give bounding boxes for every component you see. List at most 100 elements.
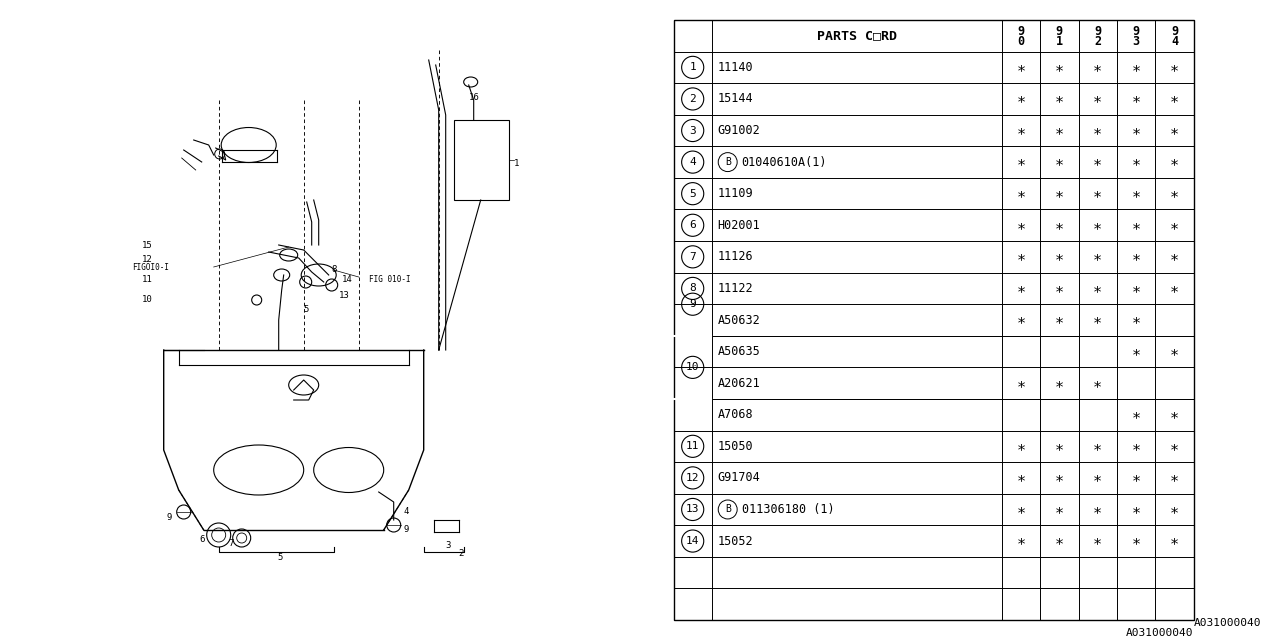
Text: ∗: ∗ xyxy=(1132,123,1140,138)
Text: ∗: ∗ xyxy=(1132,470,1140,485)
Text: ∗: ∗ xyxy=(1093,92,1102,106)
Text: 7: 7 xyxy=(690,252,696,262)
Text: ∗: ∗ xyxy=(1016,155,1025,170)
Text: 14: 14 xyxy=(686,536,699,546)
Text: ∗: ∗ xyxy=(1016,123,1025,138)
Text: ∗: ∗ xyxy=(1132,344,1140,359)
Text: 4: 4 xyxy=(690,157,696,167)
Text: ∗: ∗ xyxy=(1016,376,1025,390)
Text: 2: 2 xyxy=(458,548,465,557)
Text: B: B xyxy=(724,504,731,515)
Text: 11: 11 xyxy=(686,442,699,451)
Text: ∗: ∗ xyxy=(1055,534,1064,548)
Text: 13: 13 xyxy=(339,291,349,300)
Text: 16: 16 xyxy=(468,93,480,102)
Text: 5: 5 xyxy=(278,554,283,563)
Text: 15052: 15052 xyxy=(718,534,754,548)
Text: 3: 3 xyxy=(690,125,696,136)
Text: ∗: ∗ xyxy=(1055,281,1064,296)
Text: ∗: ∗ xyxy=(1170,502,1179,517)
Text: 2: 2 xyxy=(690,94,696,104)
Text: ∗: ∗ xyxy=(1055,502,1064,517)
Text: ∗: ∗ xyxy=(1132,312,1140,328)
Text: 11: 11 xyxy=(142,275,152,285)
Text: ∗: ∗ xyxy=(1055,123,1064,138)
Text: 9: 9 xyxy=(1094,24,1101,38)
Text: 9: 9 xyxy=(1171,24,1178,38)
Text: ∗: ∗ xyxy=(1170,250,1179,264)
Text: ∗: ∗ xyxy=(1016,92,1025,106)
Text: 3: 3 xyxy=(445,541,451,550)
Text: ∗: ∗ xyxy=(1170,155,1179,170)
Text: ∗: ∗ xyxy=(1093,312,1102,328)
Text: ∗: ∗ xyxy=(1016,534,1025,548)
Text: ∗: ∗ xyxy=(1016,186,1025,201)
Text: 11126: 11126 xyxy=(718,250,754,263)
Text: 3: 3 xyxy=(1133,35,1139,48)
Text: ∗: ∗ xyxy=(1170,439,1179,454)
Text: ∗: ∗ xyxy=(1170,218,1179,233)
Text: 9: 9 xyxy=(1018,24,1024,38)
Text: ∗: ∗ xyxy=(1016,60,1025,75)
Text: ∗: ∗ xyxy=(1016,439,1025,454)
Text: 9: 9 xyxy=(403,525,410,534)
Text: 011306180 (1): 011306180 (1) xyxy=(741,503,835,516)
Text: ∗: ∗ xyxy=(1055,92,1064,106)
Text: G91704: G91704 xyxy=(718,472,760,484)
Text: G91002: G91002 xyxy=(718,124,760,137)
Text: ∗: ∗ xyxy=(1093,534,1102,548)
Text: 6: 6 xyxy=(690,220,696,230)
Text: ∗: ∗ xyxy=(1055,155,1064,170)
Text: ∗: ∗ xyxy=(1170,344,1179,359)
Text: 11122: 11122 xyxy=(718,282,754,295)
Text: 9: 9 xyxy=(1056,24,1062,38)
Text: 14: 14 xyxy=(342,275,352,285)
Text: ∗: ∗ xyxy=(1055,250,1064,264)
Text: ∗: ∗ xyxy=(1055,312,1064,328)
Text: 15: 15 xyxy=(142,241,152,250)
Text: 8: 8 xyxy=(332,266,337,275)
Text: 6: 6 xyxy=(200,536,205,545)
Text: ∗: ∗ xyxy=(1170,60,1179,75)
Text: 13: 13 xyxy=(686,504,699,515)
Text: ∗: ∗ xyxy=(1093,470,1102,485)
Text: 7: 7 xyxy=(229,540,234,548)
Text: ∗: ∗ xyxy=(1055,470,1064,485)
Text: 1: 1 xyxy=(513,159,520,168)
Text: 12: 12 xyxy=(142,255,152,264)
Text: B: B xyxy=(724,157,731,167)
Text: ∗: ∗ xyxy=(1055,376,1064,390)
Text: A031000040: A031000040 xyxy=(1193,618,1261,628)
Text: 1: 1 xyxy=(690,62,696,72)
Text: ∗: ∗ xyxy=(1055,186,1064,201)
Text: ∗: ∗ xyxy=(1170,123,1179,138)
Text: 11109: 11109 xyxy=(718,187,754,200)
Text: 1: 1 xyxy=(1056,35,1062,48)
Text: ∗: ∗ xyxy=(1093,376,1102,390)
Text: ∗: ∗ xyxy=(1093,186,1102,201)
Text: FIG 010-I: FIG 010-I xyxy=(369,275,411,285)
Text: ∗: ∗ xyxy=(1093,250,1102,264)
Text: 11140: 11140 xyxy=(718,61,754,74)
Text: A20621: A20621 xyxy=(718,377,760,390)
Text: 9: 9 xyxy=(690,300,696,309)
Text: ∗: ∗ xyxy=(1016,312,1025,328)
Text: H02001: H02001 xyxy=(718,219,760,232)
Text: ∗: ∗ xyxy=(1093,60,1102,75)
Text: 5: 5 xyxy=(303,305,308,314)
Text: 10: 10 xyxy=(686,362,699,372)
Text: ∗: ∗ xyxy=(1132,439,1140,454)
Text: A50632: A50632 xyxy=(718,314,760,326)
Text: ∗: ∗ xyxy=(1093,218,1102,233)
Text: ∗: ∗ xyxy=(1093,123,1102,138)
Text: A7068: A7068 xyxy=(718,408,754,421)
Text: 4: 4 xyxy=(1171,35,1178,48)
Text: PARTS C□RD: PARTS C□RD xyxy=(817,29,897,42)
Text: ∗: ∗ xyxy=(1170,534,1179,548)
Text: ∗: ∗ xyxy=(1132,407,1140,422)
Text: 01040610A(1): 01040610A(1) xyxy=(741,156,827,168)
Text: ∗: ∗ xyxy=(1093,281,1102,296)
Text: 8: 8 xyxy=(690,284,696,293)
Text: 2: 2 xyxy=(1094,35,1101,48)
Text: ∗: ∗ xyxy=(1016,470,1025,485)
